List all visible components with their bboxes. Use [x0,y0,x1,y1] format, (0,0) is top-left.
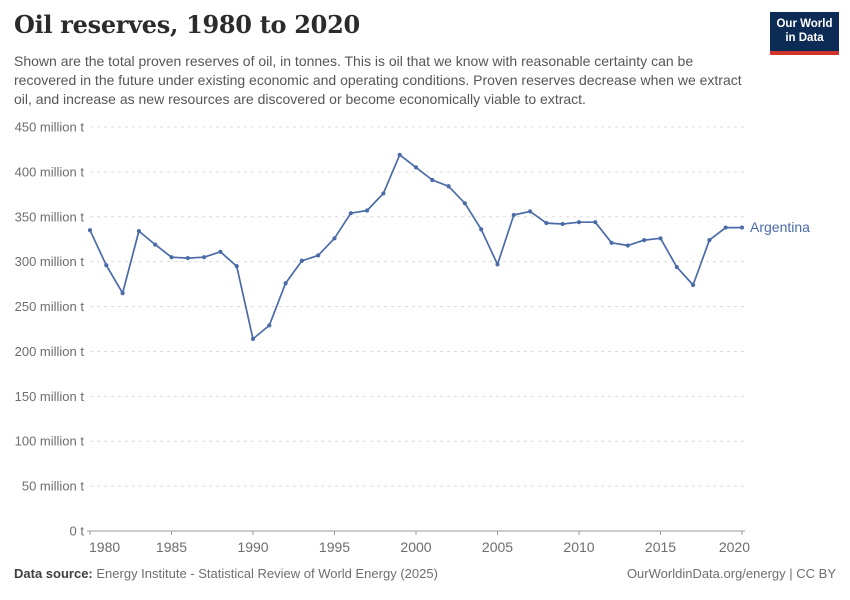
data-point[interactable] [658,236,663,241]
data-point[interactable] [169,255,174,260]
x-tick-label: 2000 [400,539,431,555]
data-point[interactable] [267,323,272,328]
data-point[interactable] [674,264,679,270]
data-point[interactable] [316,253,321,258]
y-tick-label: 300 million t [15,254,85,269]
data-source-text: Energy Institute - Statistical Review of… [96,566,438,581]
data-point[interactable] [218,249,223,254]
owid-logo-line1: Our World [776,18,833,30]
data-point[interactable] [739,225,745,230]
data-point[interactable] [544,220,549,226]
x-tick-label: 2010 [563,539,594,555]
data-point[interactable] [120,290,125,296]
y-tick-label: 0 t [70,524,85,539]
x-tick-label: 1995 [319,539,350,555]
data-point[interactable] [723,225,728,230]
data-point[interactable] [609,240,614,245]
data-point[interactable] [446,184,451,189]
data-point[interactable] [642,238,647,243]
y-tick-label: 200 million t [15,344,85,359]
data-point[interactable] [202,255,207,260]
owid-logo-text: Our World in Data [770,12,839,51]
data-line-argentina[interactable] [89,153,743,340]
x-tick-label: 2005 [482,539,513,555]
data-point[interactable] [397,152,402,157]
data-source-label: Data source: [14,566,93,581]
data-point[interactable] [153,242,158,247]
y-tick-label: 250 million t [15,299,85,314]
y-tick-label: 50 million t [22,479,85,494]
data-point[interactable] [299,258,304,263]
data-point[interactable] [593,220,598,225]
chart-subtitle: Shown are the total proven reserves of o… [14,53,742,107]
x-tick-label: 2020 [719,539,750,555]
data-point[interactable] [576,220,582,225]
data-point[interactable] [250,336,256,341]
data-source: Data source: Energy Institute - Statisti… [14,566,438,581]
data-point[interactable] [136,229,141,234]
y-tick-label: 150 million t [15,389,85,404]
data-point[interactable] [528,209,533,214]
x-tick-label: 1980 [89,539,120,555]
data-point[interactable] [87,228,93,233]
data-point[interactable] [462,201,467,206]
data-point[interactable] [413,165,419,170]
data-point[interactable] [560,221,565,227]
page-title: Oil reserves, 1980 to 2020 [14,10,360,39]
data-point[interactable] [283,281,288,286]
y-tick-label: 400 million t [15,164,85,179]
data-point[interactable] [511,212,516,218]
data-point[interactable] [185,255,190,261]
x-tick-label: 1990 [237,539,268,555]
y-tick-label: 100 million t [15,434,85,449]
series-label-argentina[interactable]: Argentina [750,219,810,235]
data-point[interactable] [332,236,337,241]
x-tick-label: 1985 [156,539,187,555]
data-point[interactable] [365,208,370,213]
data-point[interactable] [495,262,500,267]
x-tick-label: 2015 [645,539,676,555]
data-point[interactable] [348,211,353,216]
data-point[interactable] [430,177,435,183]
data-point[interactable] [625,243,631,248]
data-point[interactable] [479,227,484,232]
data-point[interactable] [381,191,386,196]
data-point[interactable] [104,263,109,268]
owid-logo-red-bar [770,50,839,55]
owid-credit-link[interactable]: OurWorldinData.org/energy | CC BY [626,566,836,581]
y-tick-label: 450 million t [15,120,85,135]
y-tick-label: 350 million t [15,209,85,224]
data-point[interactable] [691,282,696,288]
data-point[interactable] [707,238,712,243]
owid-logo: Our World in Data [770,12,839,55]
owid-logo-line2: in Data [785,32,824,45]
data-point[interactable] [234,264,239,269]
